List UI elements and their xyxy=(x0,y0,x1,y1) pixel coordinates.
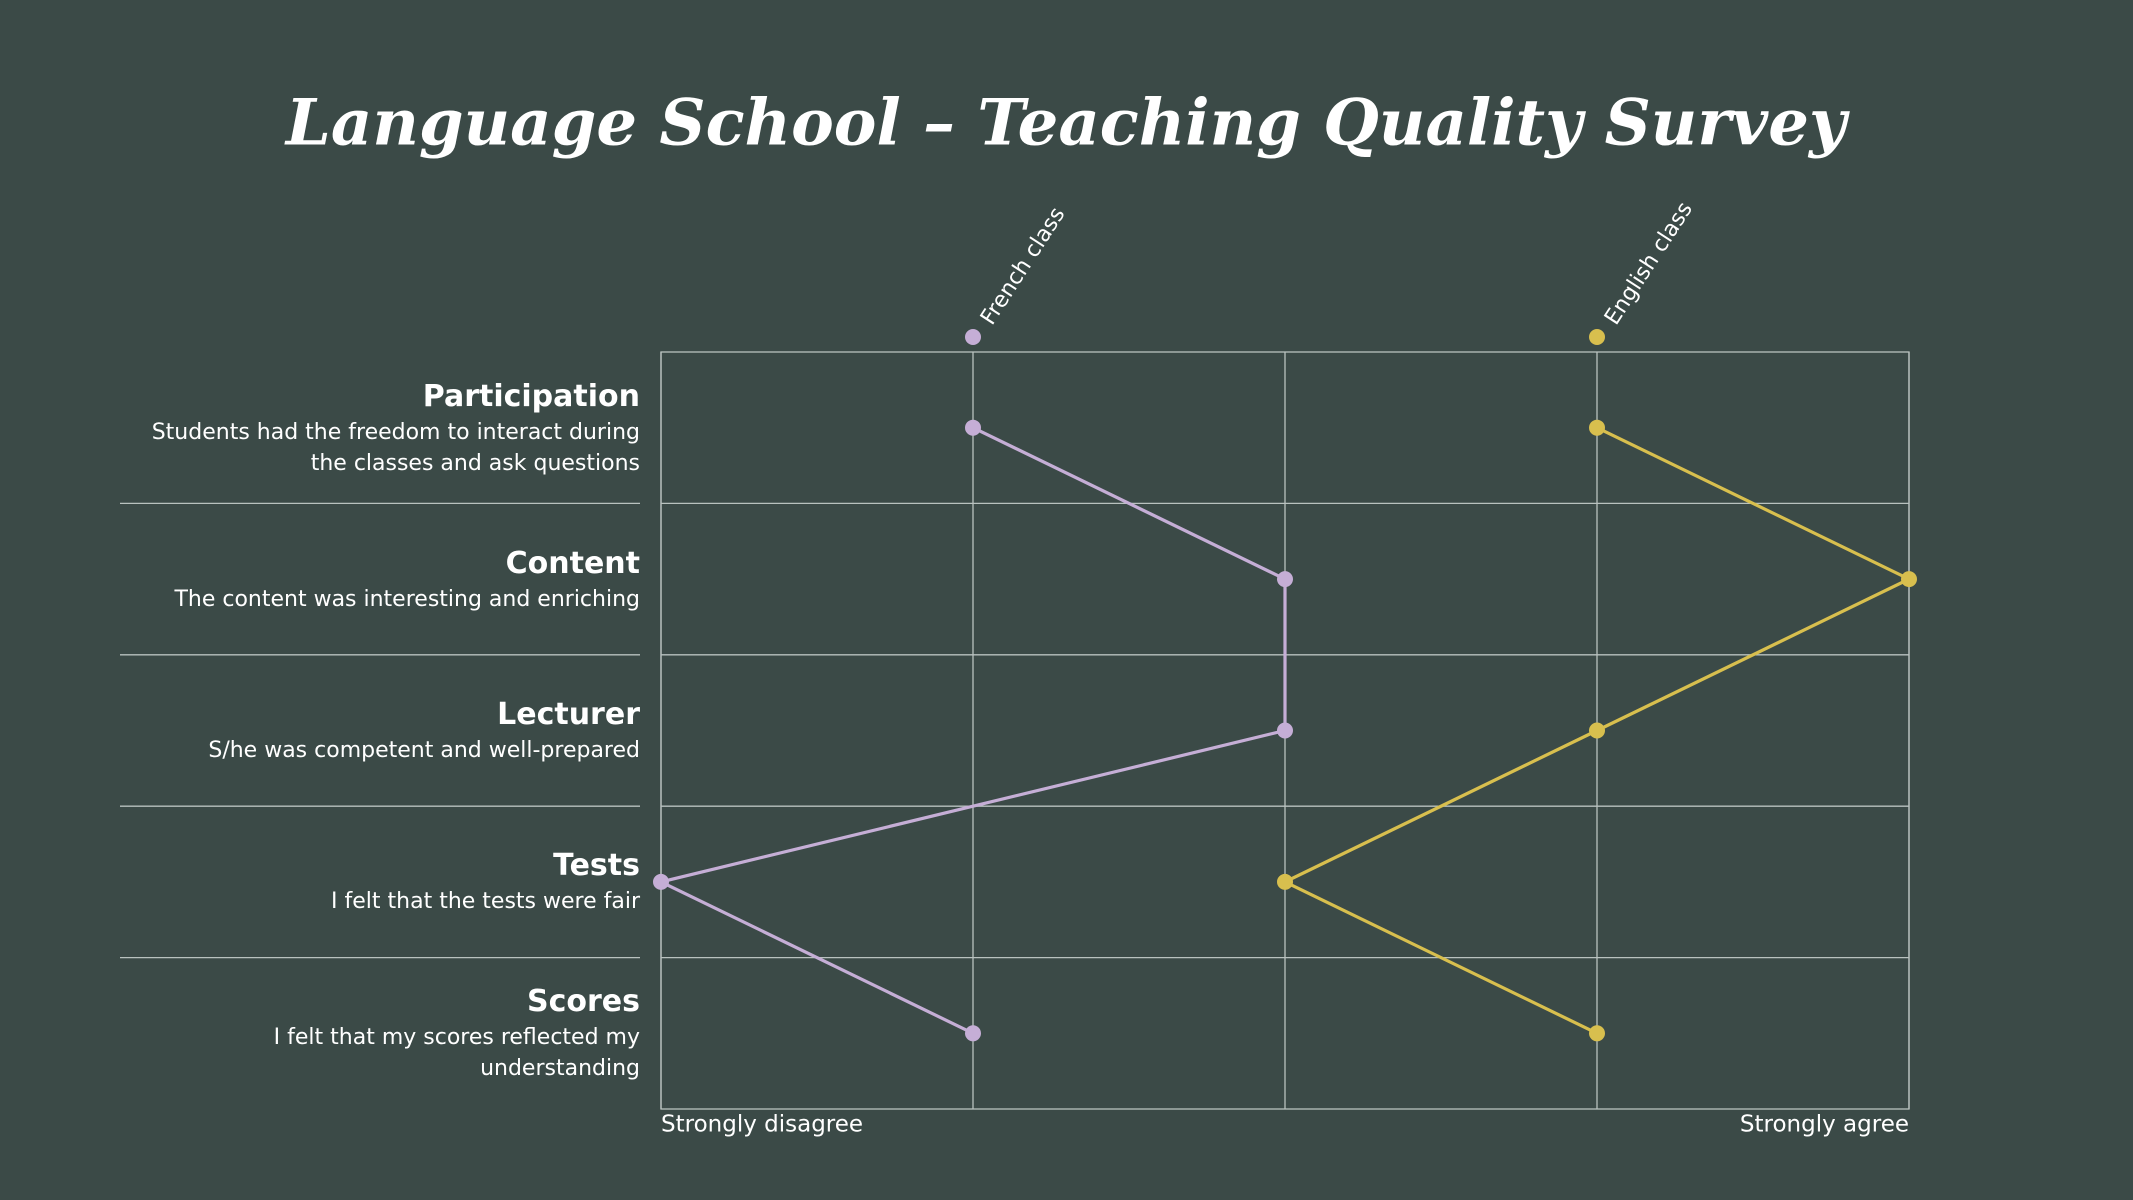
row-label: Content The content was interesting and e… xyxy=(80,503,640,654)
chart-title: Language School – Teaching Quality Surve… xyxy=(284,86,1850,161)
data-point xyxy=(653,873,669,890)
category-label: Scores xyxy=(527,984,640,1020)
legend-marker xyxy=(965,329,981,345)
x-axis-label: Strongly agree xyxy=(1740,1112,1909,1138)
data-point xyxy=(965,1025,981,1042)
data-point xyxy=(1277,571,1293,588)
row-label: Scores I felt that my scores reflected my… xyxy=(80,958,640,1109)
category-description: S/he was competent and well-prepared xyxy=(208,737,640,763)
category-label: Content xyxy=(505,545,640,581)
category-label: Lecturer xyxy=(497,696,640,732)
category-label: Tests xyxy=(553,848,640,884)
row-label: Lecturer S/he was competent and well-prep… xyxy=(80,655,640,806)
data-point xyxy=(1589,419,1605,436)
legend-label: English class xyxy=(1600,198,1698,330)
row-label: Participation Students had the freedom to… xyxy=(80,352,640,503)
category-label: Participation xyxy=(422,378,640,414)
x-axis-label: Strongly disagree xyxy=(661,1112,863,1138)
data-point xyxy=(1589,1025,1605,1042)
legend-marker xyxy=(1589,329,1605,345)
category-description: I felt that the tests were fair xyxy=(331,889,640,915)
category-description: The content was interesting and enrichin… xyxy=(174,586,640,612)
data-point xyxy=(965,419,981,436)
category-description: Students had the freedom to interact dur… xyxy=(151,419,640,476)
legend-label: French class xyxy=(976,203,1070,330)
data-point xyxy=(1277,722,1293,739)
data-point xyxy=(1589,722,1605,739)
data-point xyxy=(1901,571,1917,588)
row-label: Tests I felt that the tests were fair xyxy=(80,806,640,957)
category-description: I felt that my scores reflected my under… xyxy=(273,1025,640,1082)
data-point xyxy=(1277,873,1293,890)
